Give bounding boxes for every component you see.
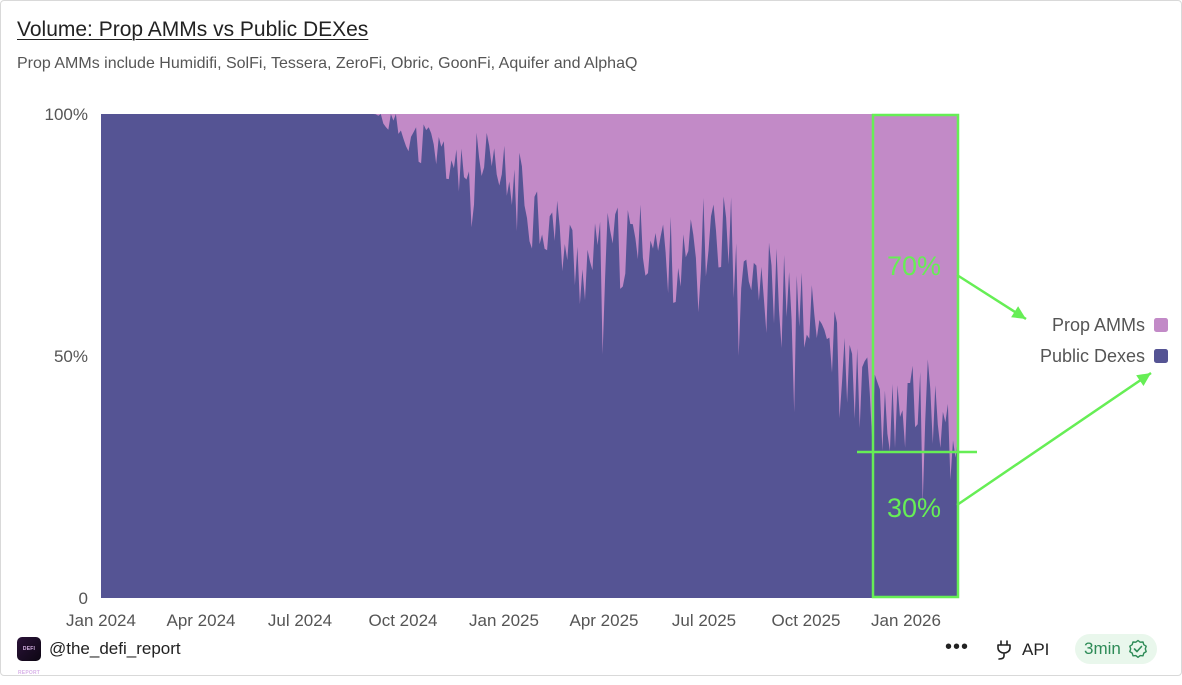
- arrow-to-public-dexes: [956, 371, 1152, 507]
- arrow-head: [1011, 306, 1026, 319]
- api-label: API: [1022, 640, 1050, 659]
- refresh-label: 3min: [1084, 639, 1121, 658]
- legend-swatch: [1154, 318, 1168, 332]
- x-tick-label: Jan 2024: [66, 611, 136, 630]
- legend-label: Public Dexes: [1040, 346, 1145, 366]
- x-tick-label: Oct 2024: [369, 611, 438, 630]
- arrow-to-prop-amms: [956, 273, 1027, 321]
- annotation-70-pct: 70%: [887, 251, 941, 281]
- annotation-30-pct: 30%: [887, 493, 941, 523]
- legend-label: Prop AMMs: [1052, 315, 1145, 335]
- chart-title[interactable]: Volume: Prop AMMs vs Public DEXes: [17, 18, 369, 41]
- highlight-box: [871, 113, 960, 599]
- x-tick-label: Jul 2025: [672, 611, 736, 630]
- arrow-head: [1136, 373, 1151, 386]
- plug-icon: [997, 640, 1011, 660]
- arrow-shaft: [956, 273, 1027, 321]
- legend-swatch: [1154, 349, 1168, 363]
- check-badge-icon: [1128, 639, 1147, 658]
- api-button[interactable]: API: [994, 636, 1049, 664]
- x-tick-label: Jan 2026: [871, 611, 941, 630]
- author-handle[interactable]: @the_defi_report: [49, 639, 181, 658]
- arrow-shaft: [956, 371, 1152, 507]
- x-tick-label: Oct 2025: [772, 611, 841, 630]
- footer: DEFI REPORT @the_defi_report ••• API 3mi…: [17, 634, 1165, 676]
- area-public-dexes: [101, 114, 958, 598]
- more-dots-icon: •••: [945, 636, 970, 658]
- legend-item-public-dexes[interactable]: Public Dexes: [1040, 346, 1168, 366]
- x-tick-label: Jul 2024: [268, 611, 332, 630]
- legend-item-prop-amms[interactable]: Prop AMMs: [1052, 315, 1168, 335]
- y-tick-label: 0: [79, 589, 88, 608]
- x-tick-label: Jan 2025: [469, 611, 539, 630]
- chart-subtitle: Prop AMMs include Humidifi, SolFi, Tesse…: [17, 55, 638, 72]
- y-tick-label: 100%: [45, 105, 88, 124]
- x-tick-label: Apr 2025: [570, 611, 639, 630]
- x-tick-label: Apr 2024: [167, 611, 236, 630]
- more-button[interactable]: •••: [945, 636, 969, 659]
- y-tick-label: 50%: [54, 347, 88, 366]
- refresh-status-badge[interactable]: 3min: [1075, 634, 1157, 664]
- defi-report-logo[interactable]: DEFI REPORT: [17, 637, 41, 676]
